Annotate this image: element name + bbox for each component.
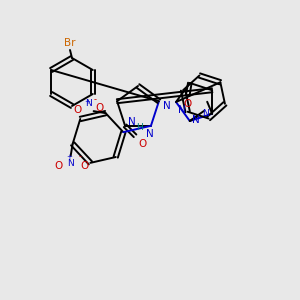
Text: O: O [96,103,104,113]
Text: -: - [94,95,97,104]
Text: N: N [163,101,170,111]
Text: N: N [192,115,200,125]
Text: O: O [138,139,146,149]
Text: N: N [178,105,186,115]
Text: N: N [202,109,208,118]
Text: O: O [74,105,82,115]
Text: +: + [85,99,91,105]
Text: -: - [79,152,82,161]
Text: N: N [146,129,154,139]
Text: Br: Br [64,38,76,48]
Text: +: + [67,154,73,160]
Text: N: N [128,117,136,127]
Text: N: N [85,99,92,108]
Text: O: O [184,99,192,109]
Text: O: O [54,161,63,171]
Text: H: H [136,123,143,132]
Text: O: O [81,161,89,171]
Text: N: N [67,159,74,168]
